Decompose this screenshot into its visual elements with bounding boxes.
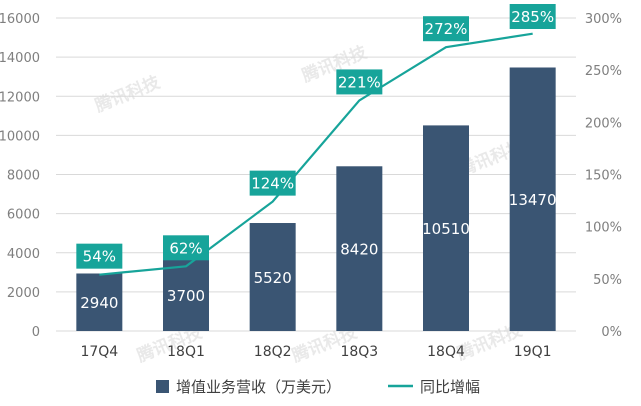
bar-18Q1 bbox=[163, 258, 209, 331]
growth-label: 62% bbox=[169, 239, 202, 257]
right-axis-tick: 300% bbox=[585, 12, 622, 27]
bar-value-label: 3700 bbox=[167, 287, 205, 305]
category-label: 17Q4 bbox=[80, 344, 118, 360]
growth-label-box bbox=[336, 69, 383, 95]
watermark-0: 腾讯科技 bbox=[92, 71, 164, 116]
left-axis-tick: 4000 bbox=[7, 247, 40, 262]
left-axis-tick: 2000 bbox=[7, 286, 40, 301]
growth-label-box bbox=[249, 170, 296, 196]
right-axis-tick: 250% bbox=[585, 64, 622, 79]
left-axis-tick: 16000 bbox=[0, 12, 40, 27]
category-label: 18Q3 bbox=[340, 344, 378, 360]
category-label: 19Q1 bbox=[514, 344, 552, 360]
left-axis-tick: 8000 bbox=[7, 169, 40, 184]
category-label: 18Q4 bbox=[427, 344, 465, 360]
legend-line-label: 同比增幅 bbox=[420, 378, 480, 396]
left-axis-tick: 12000 bbox=[0, 90, 40, 105]
growth-label: 124% bbox=[251, 175, 294, 193]
growth-label-box bbox=[423, 16, 469, 42]
right-axis-tick: 100% bbox=[585, 221, 622, 236]
left-axis-tick: 10000 bbox=[0, 129, 40, 144]
bar-value-label: 13470 bbox=[509, 191, 557, 209]
growth-label-box bbox=[163, 235, 209, 261]
bar-value-label: 5520 bbox=[254, 269, 292, 287]
growth-label: 272% bbox=[425, 20, 468, 38]
left-axis-tick: 14000 bbox=[0, 51, 40, 66]
growth-label: 54% bbox=[83, 248, 116, 266]
left-axis-tick: 6000 bbox=[7, 208, 40, 223]
growth-line bbox=[99, 32, 533, 276]
bar-17Q4 bbox=[76, 273, 123, 331]
bar-18Q4 bbox=[423, 125, 469, 331]
bar-value-label: 10510 bbox=[422, 220, 470, 238]
bar-18Q2 bbox=[249, 223, 296, 331]
bar-18Q3 bbox=[336, 166, 383, 331]
category-label: 18Q2 bbox=[254, 344, 292, 360]
bar-value-label: 2940 bbox=[80, 294, 118, 312]
growth-label-box bbox=[509, 4, 556, 29]
right-axis-tick: 150% bbox=[585, 169, 622, 184]
growth-label: 285% bbox=[511, 8, 554, 26]
right-axis-tick: 0% bbox=[601, 325, 622, 340]
right-axis-tick: 200% bbox=[585, 116, 622, 131]
bar-19Q1 bbox=[509, 67, 556, 331]
growth-label: 221% bbox=[338, 73, 381, 91]
right-axis-tick: 50% bbox=[593, 273, 622, 288]
category-label: 18Q1 bbox=[167, 344, 205, 360]
legend-bar-label: 增值业务营收（万美元） bbox=[176, 378, 341, 396]
growth-label-box bbox=[76, 243, 123, 269]
legend-bar-swatch bbox=[156, 380, 169, 393]
bar-value-label: 8420 bbox=[340, 241, 378, 259]
left-axis-tick: 0 bbox=[32, 325, 40, 340]
